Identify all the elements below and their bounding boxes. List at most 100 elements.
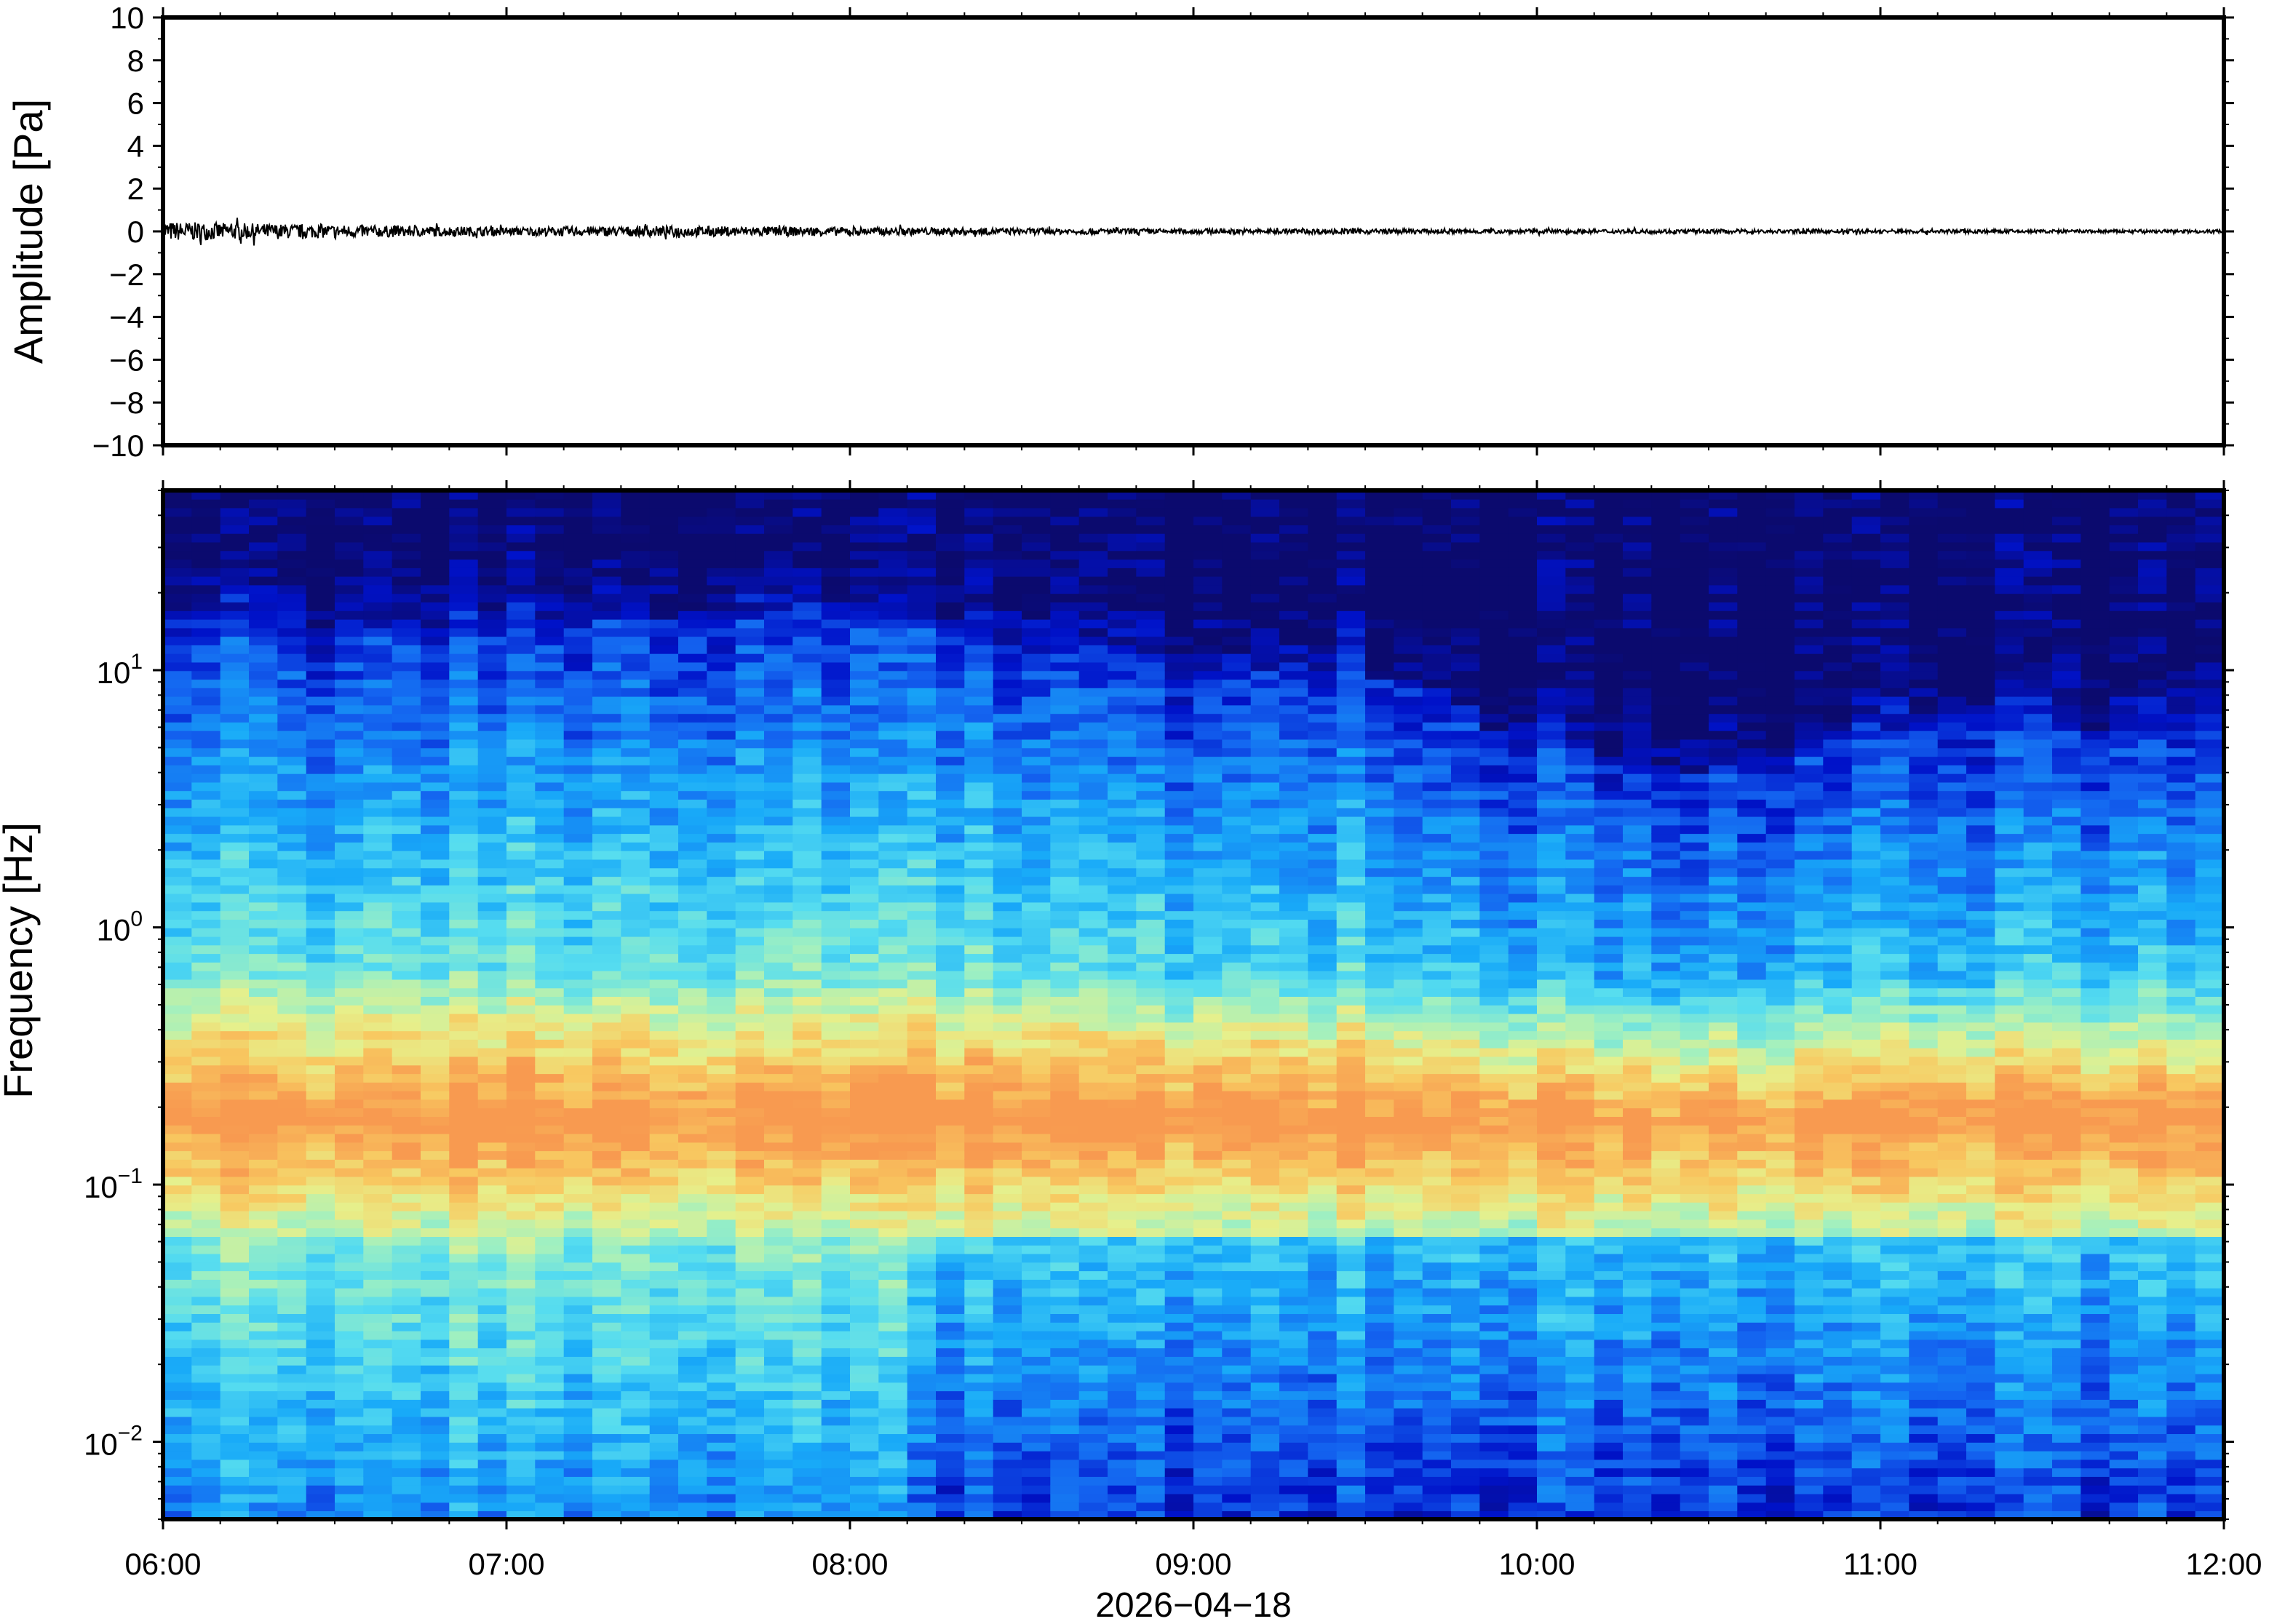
spectrogram-cell — [1108, 747, 1137, 757]
spectrogram-cell — [964, 867, 994, 877]
spectrogram-cell — [363, 790, 393, 800]
spectrogram-cell — [792, 816, 822, 826]
spectrogram-cell — [907, 1305, 937, 1314]
spectrogram-cell — [1078, 1433, 1108, 1443]
spectrogram-cell — [936, 824, 966, 835]
spectrogram-cell — [1136, 1502, 1166, 1511]
spectrogram-cell — [477, 885, 507, 894]
spectrogram-cell — [1078, 1296, 1108, 1306]
spectrogram-cell — [1193, 790, 1223, 800]
spectrogram-cell — [249, 1253, 279, 1263]
spectrogram-cell — [1279, 756, 1309, 765]
spectrogram-cell — [1108, 516, 1137, 525]
spectrogram-cell — [592, 1047, 622, 1057]
spectrogram-cell — [277, 653, 307, 663]
spectrogram-cell — [707, 1373, 736, 1383]
spectrogram-cell — [506, 525, 536, 534]
spectrogram-cell — [621, 1047, 651, 1057]
spectrogram-cell — [621, 1236, 651, 1246]
spectrogram-cell — [1050, 1064, 1080, 1075]
spectrogram-cell — [764, 1484, 794, 1494]
spectrogram-cell — [764, 1373, 794, 1383]
spectrogram-cell — [649, 1390, 679, 1400]
spectrogram-cell — [306, 1382, 335, 1392]
spectrogram-cell — [764, 1082, 794, 1091]
spectrogram-cell — [850, 722, 880, 731]
spectrogram-cell — [249, 936, 279, 946]
spectrogram-cell — [792, 1073, 822, 1083]
spectrogram-cell — [363, 773, 393, 783]
spectrogram-cell — [764, 833, 794, 843]
spectrogram-cell — [1050, 1005, 1080, 1014]
spectrogram-cell — [1250, 773, 1280, 783]
spectrogram-cell — [764, 1287, 794, 1297]
spectrogram-cell — [678, 1150, 708, 1160]
spectrogram-cell — [1136, 1425, 1166, 1434]
spectrogram-cell — [764, 670, 794, 680]
spectrogram-cell — [964, 910, 994, 920]
spectrogram-cell — [964, 1227, 994, 1237]
spectrogram-cell — [707, 490, 736, 500]
spectrogram-cell — [764, 1022, 794, 1032]
spectrogram-cell — [449, 1185, 479, 1195]
spectrogram-cell — [1108, 850, 1137, 860]
spectrogram-cell — [764, 1322, 794, 1332]
spectrogram-cell — [1193, 1348, 1223, 1357]
spectrogram-cell — [707, 661, 736, 672]
spectrogram-cell — [191, 1262, 221, 1272]
spectrogram-cell — [764, 1244, 794, 1254]
spectrogram-cell — [421, 1356, 450, 1366]
spectrogram-cell — [1193, 1468, 1223, 1477]
spectrogram-cell — [535, 781, 565, 792]
spectrogram-cell — [964, 525, 994, 534]
spectrogram-cell — [1222, 747, 1252, 757]
spectrogram-cell — [535, 636, 565, 645]
spectrogram-cell — [993, 1167, 1022, 1177]
spectrogram-cell — [764, 593, 794, 602]
spectrogram-cell — [792, 1339, 822, 1349]
spectrogram-cell — [878, 928, 908, 937]
spectrogram-cell — [1022, 842, 1052, 851]
spectrogram-cell — [1136, 1107, 1166, 1117]
spectrogram-cell — [1222, 1484, 1252, 1494]
spectrogram-cell — [249, 645, 279, 654]
spectrogram-cell — [421, 1244, 450, 1254]
spectrogram-cell — [1193, 1502, 1223, 1511]
spectrogram-cell — [764, 1193, 794, 1203]
spectrogram-cell — [592, 696, 622, 706]
spectrogram-cell — [1022, 979, 1052, 989]
spectrogram-cell — [878, 1125, 908, 1134]
spectrogram-cell — [191, 919, 221, 928]
spectrogram-cell — [421, 739, 450, 749]
spectrogram-cell — [1164, 1107, 1194, 1117]
spectrogram-cell — [392, 1210, 421, 1220]
spectrogram-cell — [707, 722, 736, 731]
spectrogram-cell — [191, 670, 221, 680]
spectrogram-cell — [1308, 1022, 1338, 1032]
spectrogram-cell — [163, 653, 193, 663]
spectrogram-cell — [1250, 928, 1280, 937]
spectrogram-cell — [792, 979, 822, 989]
spectrogram-cell — [191, 979, 221, 989]
spectrogram-cell — [993, 1270, 1022, 1280]
spectrogram-cell — [220, 1159, 250, 1169]
spectrogram-cell — [993, 1202, 1022, 1211]
spectrogram-cell — [621, 1364, 651, 1374]
spectrogram-cell — [1279, 1373, 1309, 1383]
spectrogram-cell — [735, 1013, 765, 1023]
spectrogram-cell — [1250, 1493, 1280, 1503]
spectrogram-cell — [306, 1227, 335, 1237]
spectrogram-cell — [993, 1073, 1022, 1083]
spectrogram-cell — [649, 1330, 679, 1340]
spectrogram-cell — [249, 928, 279, 937]
spectrogram-cell — [1193, 679, 1223, 688]
spectrogram-cell — [764, 525, 794, 534]
spectrogram-cell — [277, 1425, 307, 1434]
spectrogram-cell — [191, 602, 221, 611]
spectrogram-cell — [964, 1090, 994, 1100]
spectrogram-cell — [792, 893, 822, 903]
spectrogram-cell — [878, 593, 908, 602]
spectrogram-cell — [1050, 1493, 1080, 1503]
spectrogram-cell — [621, 1193, 651, 1203]
spectrogram-cell — [1308, 1287, 1338, 1297]
